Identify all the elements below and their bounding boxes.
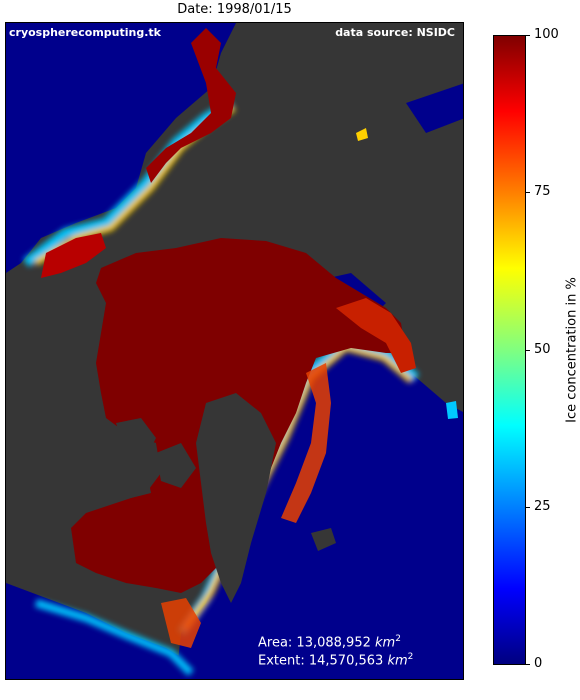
colorbar-ticks: 0 25 50 75 100 <box>526 27 566 671</box>
colorbar <box>493 35 526 665</box>
greenland <box>196 393 276 603</box>
pacific-ocean <box>6 23 236 273</box>
sea-ice-map: cryospherecomputing.tk data source: NSID… <box>5 22 464 680</box>
credit-website: cryospherecomputing.tk <box>9 26 162 39</box>
colorbar-tick-label: 50 <box>534 341 551 357</box>
colorbar-tick-label: 100 <box>534 27 559 42</box>
atlantic-ocean <box>176 348 463 679</box>
sea-ice-map-graphic <box>6 23 463 679</box>
colorbar-tick-label: 75 <box>534 184 551 200</box>
colorbar-tick-label: 25 <box>534 498 551 514</box>
colorbar-label: Ice concentration in % <box>564 277 580 423</box>
area-stat: Area: 13,088,952 km2 <box>258 634 401 651</box>
credit-data-source: data source: NSIDC <box>335 26 455 39</box>
colorbar-tick-label: 0 <box>534 656 543 671</box>
extent-stat: Extent: 14,570,563 km2 <box>258 652 414 669</box>
map-title: Date: 1998/01/15 <box>177 2 292 17</box>
ice-stats: Area: 13,088,952 km2 Extent: 14,570,563 … <box>258 632 413 669</box>
